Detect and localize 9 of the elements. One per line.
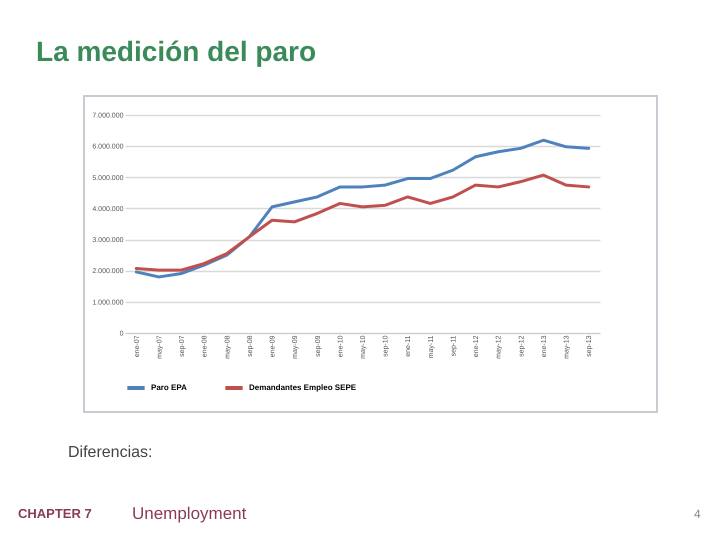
text: Unemployment [132,504,246,524]
chart-title: La medición del paro [36,36,316,68]
legend-label: Demandantes Empleo SEPE [249,383,357,392]
line-series [134,174,590,272]
text: Diferencias: [68,444,152,462]
text: 4 [694,507,701,521]
line-series [134,138,590,278]
legend-label: Paro EPA [151,383,188,392]
text: CHAPTER 7 [18,506,92,521]
